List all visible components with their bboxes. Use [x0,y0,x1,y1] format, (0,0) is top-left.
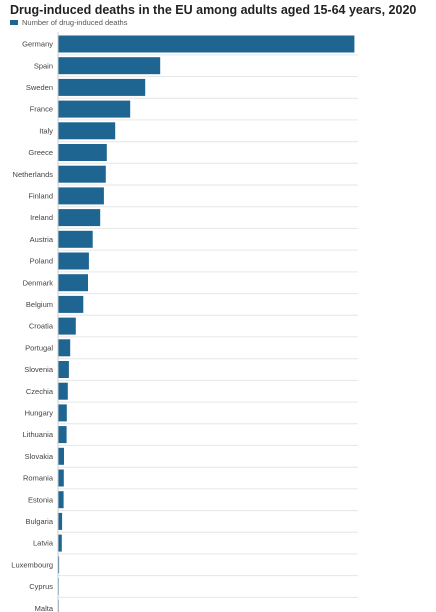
bar-austria[interactable] [58,230,93,248]
bar-finland[interactable] [58,187,104,205]
category-label: Spain [34,61,53,70]
category-label: Finland [28,192,53,201]
bar-luxembourg[interactable] [58,556,60,574]
category-label: Luxembourg [11,560,53,569]
category-label: Netherlands [13,170,54,179]
bar-spain[interactable] [58,57,161,75]
category-label: Sweden [26,83,53,92]
category-label: Denmark [23,278,54,287]
bar-slovenia[interactable] [58,361,69,378]
category-label: Czechia [26,387,54,396]
bar-croatia[interactable] [58,317,76,335]
bar-czechia[interactable] [58,382,68,400]
bar-germany[interactable] [58,35,355,53]
bar-romania[interactable] [58,469,64,487]
category-label: Malta [35,604,54,612]
category-label: Croatia [29,322,54,331]
category-label: Portugal [25,343,53,352]
category-label: Cyprus [29,582,53,591]
bar-estonia[interactable] [58,491,64,509]
legend-swatch [10,19,18,25]
category-label: Ireland [30,213,53,222]
bar-italy[interactable] [58,122,116,140]
category-label: Austria [30,235,54,244]
bar-greece[interactable] [58,144,107,161]
bar-ireland[interactable] [58,209,101,227]
legend: Number of drug-induced deaths [10,17,127,27]
category-label: Italy [39,126,53,135]
bar-hungary[interactable] [58,404,67,422]
category-label: Slovenia [24,365,54,374]
category-label: Poland [30,257,53,266]
category-label: Estonia [28,495,54,504]
category-label: Belgium [26,300,53,309]
category-label: Bulgaria [25,517,53,526]
category-label: Slovakia [25,452,54,461]
bar-portugal[interactable] [58,339,71,357]
bar-france[interactable] [58,100,131,118]
bar-bulgaria[interactable] [58,512,63,530]
bar-belgium[interactable] [58,295,84,313]
category-label: Greece [28,148,53,157]
bar-slovakia[interactable] [58,447,64,465]
legend-label: Number of drug-induced deaths [22,17,128,27]
bar-denmark[interactable] [58,274,88,292]
bar-sweden[interactable] [58,78,146,96]
chart-title: Drug-induced deaths in the EU among adul… [10,3,417,17]
category-label: France [30,105,53,114]
bar-latvia[interactable] [58,534,62,552]
bar-netherlands[interactable] [58,165,106,183]
category-label: Lithuania [23,430,54,439]
category-label: Romania [23,474,54,483]
bar-poland[interactable] [58,252,89,270]
bar-lithuania[interactable] [58,426,67,444]
category-label: Latvia [33,539,54,548]
category-label: Germany [22,40,53,49]
category-label: Hungary [25,409,54,418]
